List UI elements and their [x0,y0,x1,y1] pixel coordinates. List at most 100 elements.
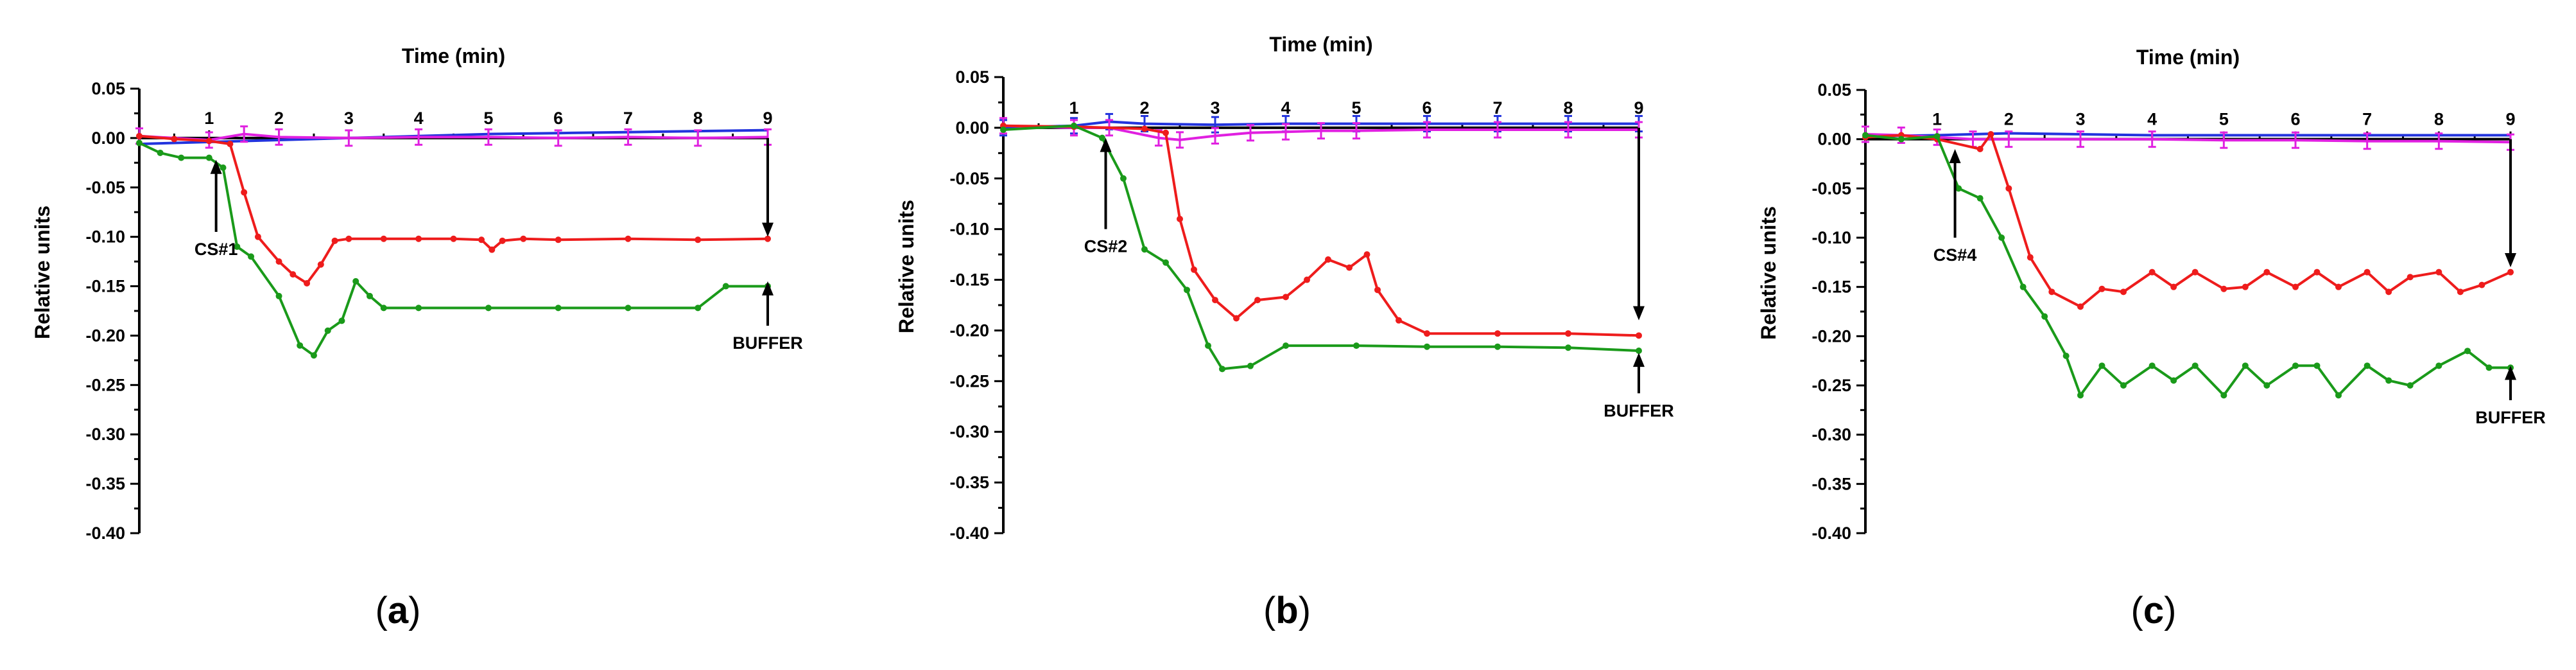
y-tick-label: 0.00 [1817,130,1851,149]
y-tick-label: 0.00 [91,128,125,148]
data-point [2242,362,2249,369]
data-point [488,246,496,253]
data-point [2335,392,2342,399]
y-tick-label: -0.25 [949,371,989,391]
data-point [205,137,212,145]
y-tick-label: -0.15 [85,277,125,296]
y-tick-label: -0.25 [85,375,125,394]
series-green [1862,132,2514,399]
data-point [1976,146,1984,152]
data-point [1636,348,1642,354]
data-point [2220,392,2227,399]
series-red [1862,131,2514,310]
y-tick-label: -0.40 [85,524,125,543]
data-point [366,292,373,299]
data-point [136,139,143,146]
x-tick-label: 7 [2362,110,2372,129]
x-tick-label: 6 [1422,98,1431,118]
y-tick-label: -0.10 [85,227,125,247]
data-point [1565,330,1571,337]
x-tick-label: 3 [344,109,354,128]
data-point [1283,294,1289,301]
y-tick-label: -0.20 [949,321,989,340]
y-tick-label: -0.30 [1811,425,1851,445]
data-point [1184,287,1190,294]
annotation-arrow-head [762,222,774,237]
data-point [171,136,178,143]
annotation-label: CS#4 [1933,245,1977,265]
series-line-red [1003,124,1639,337]
data-point [2478,281,2485,288]
data-point [1099,134,1105,141]
data-point [2385,377,2392,384]
panel-caption: (a) [376,590,421,631]
annotation-arrow-head [762,281,774,295]
y-axis-title: Relative units [895,200,918,333]
data-point [317,261,324,268]
data-point [2242,283,2249,290]
x-tick-label: 4 [2147,110,2157,129]
data-point [2313,269,2321,276]
data-point [275,292,282,299]
data-point [1233,315,1240,322]
data-point [2170,377,2177,384]
annotation-arrow-head [1100,137,1112,152]
annotation-label: BUFFER [1604,401,1674,420]
data-point [2263,269,2270,276]
data-point [1494,343,1501,350]
data-point [2335,283,2342,290]
data-point [2220,285,2227,292]
data-point [1141,125,1148,132]
data-point [1247,362,1254,369]
data-point [2407,274,2414,281]
data-point [695,304,702,312]
data-point [695,236,702,243]
data-point [1565,344,1571,351]
data-point [1120,175,1127,182]
data-point [415,304,422,312]
data-point [625,304,632,312]
data-point [2191,362,2199,369]
data-point [205,154,212,161]
caption-letter: c [2143,590,2164,631]
data-point [178,154,185,161]
y-tick-label: -0.35 [85,474,125,493]
x-tick-label: 5 [1351,98,1361,118]
series-red [1000,122,1642,339]
caption-letter: a [388,590,409,631]
data-point [2148,269,2156,276]
y-tick-label: -0.25 [1811,376,1851,395]
data-point [485,304,492,312]
data-point [1494,330,1501,337]
data-point [2292,283,2299,290]
x-tick-label: 7 [1492,98,1502,118]
data-point [352,278,359,285]
y-tick-label: -0.05 [949,169,989,188]
data-point [765,235,771,242]
series-green [1000,122,1642,373]
data-point [2435,362,2442,369]
data-point [254,233,261,240]
data-point [2048,288,2055,295]
data-point [2364,362,2371,369]
data-point [2507,269,2514,276]
data-point [1346,264,1353,271]
y-tick-label: 0.00 [955,118,989,137]
x-axis-title: Time (min) [2136,46,2240,69]
data-point [304,279,311,287]
series-magenta [135,125,772,149]
data-point [625,235,632,242]
data-point [2464,348,2471,355]
annotation-label: CS#2 [1084,237,1128,256]
series-line-red [139,134,768,285]
chart-panel-b: 0.05 0.00 -0.05 -0.10 -0.15 -0.20 -0.25 -0.30 -0… [895,33,1674,543]
x-tick-label: 1 [204,109,214,128]
series-line-blue [1865,132,2511,138]
series-line-red [1865,133,2511,308]
y-tick-label: -0.20 [1811,326,1851,346]
data-point [1424,343,1430,350]
data-point [248,253,255,260]
y-tick-label: -0.05 [85,178,125,197]
data-point [1424,330,1430,337]
annotation-arrow-head [1633,353,1645,367]
